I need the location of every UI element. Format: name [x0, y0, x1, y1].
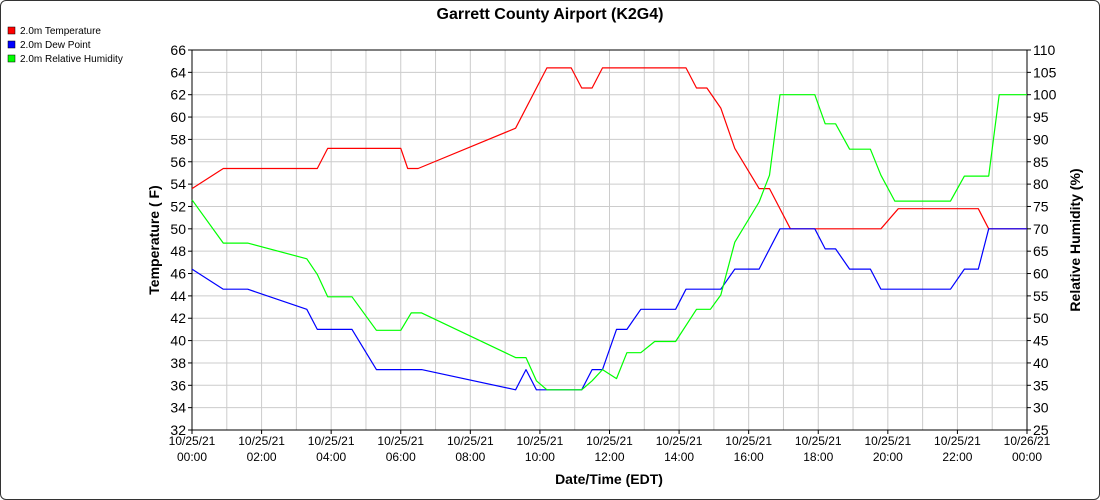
y2-tick-label: 25: [1033, 422, 1049, 438]
y2-tick-label: 50: [1033, 310, 1049, 326]
legend-label: 2.0m Dew Point: [20, 40, 91, 51]
legend: 2.0m Temperature 2.0m Dew Point 2.0m Relat…: [7, 26, 123, 65]
legend-label: 2.0m Temperature: [20, 26, 101, 37]
y-tick-label: 44: [170, 288, 186, 304]
y2-tick-label: 95: [1033, 109, 1049, 125]
y-tick-label: 48: [170, 243, 186, 259]
y2-tick-label: 40: [1033, 355, 1049, 371]
y2-tick-label: 30: [1033, 400, 1049, 416]
x-tick-label-time: 18:00: [803, 450, 833, 464]
y-tick-label: 50: [170, 221, 186, 237]
y-tick-label: 34: [170, 400, 186, 416]
x-tick-label-date: 10/26/21: [1004, 434, 1051, 448]
x-tick-label-time: 14:00: [664, 450, 694, 464]
x-tick-label-date: 10/25/21: [517, 434, 564, 448]
x-tick-label-date: 10/25/21: [656, 434, 703, 448]
y2-tick-label: 35: [1033, 377, 1049, 393]
x-tick-label-time: 06:00: [386, 450, 416, 464]
series-lines: [191, 67, 1027, 391]
y2-tick-label: 45: [1033, 333, 1049, 349]
y2-tick-label: 80: [1033, 176, 1049, 192]
x-tick-label-date: 10/25/21: [169, 434, 216, 448]
y-tick-label: 56: [170, 154, 186, 170]
y-tick-label: 54: [170, 176, 186, 192]
series-line-2-0m-dew-point: [191, 228, 1027, 391]
x-tick-label-date: 10/25/21: [308, 434, 355, 448]
y-tick-label: 58: [170, 131, 186, 147]
x-tick-label-time: 12:00: [594, 450, 624, 464]
y-tick-label: 64: [170, 64, 186, 80]
y2-tick-label: 60: [1033, 266, 1049, 282]
x-tick-label-date: 10/25/21: [725, 434, 772, 448]
x-tick-label-date: 10/25/21: [934, 434, 981, 448]
x-tick-label-time: 00:00: [1012, 450, 1042, 464]
legend-swatch: [7, 40, 16, 49]
x-tick-label-time: 22:00: [942, 450, 972, 464]
legend-swatch: [7, 54, 16, 63]
y-tick-label: 52: [170, 198, 186, 214]
x-tick-label-date: 10/25/21: [864, 434, 911, 448]
y2-tick-label: 65: [1033, 243, 1049, 259]
y-tick-label: 46: [170, 266, 186, 282]
y-axis-right-label: Relative Humidity (%): [1067, 168, 1083, 311]
y-tick-label: 62: [170, 87, 186, 103]
y-tick-label: 40: [170, 333, 186, 349]
y-tick-label: 38: [170, 355, 186, 371]
x-tick-label-date: 10/25/21: [377, 434, 424, 448]
y2-tick-label: 100: [1033, 87, 1057, 103]
y-tick-label: 66: [170, 42, 186, 58]
series-line-2-0m-temperature: [191, 67, 1027, 230]
x-axis-label: Date/Time (EDT): [555, 471, 663, 487]
x-tick-label-time: 16:00: [734, 450, 764, 464]
x-tick-label-date: 10/25/21: [447, 434, 494, 448]
x-tick-label-date: 10/25/21: [238, 434, 285, 448]
y2-tick-label: 85: [1033, 154, 1049, 170]
x-axis-ticks: 10/25/21 00:00 10/25/21 02:00 10/25/21 04:00 1…: [169, 430, 1051, 464]
x-tick-label-date: 10/25/21: [586, 434, 633, 448]
y2-tick-label: 70: [1033, 221, 1049, 237]
y-tick-label: 42: [170, 310, 186, 326]
y-tick-label: 60: [170, 109, 186, 125]
y-axis-right-ticks: 25 30 35 40 45 50 55 60 65 70 75 80 85 90 95 100 105 110: [1027, 42, 1057, 438]
y-tick-label: 36: [170, 377, 186, 393]
x-tick-label-time: 10:00: [525, 450, 555, 464]
legend-swatch: [7, 26, 16, 35]
x-tick-label-time: 00:00: [177, 450, 207, 464]
grid-lines: [191, 49, 1028, 431]
x-tick-label-time: 08:00: [455, 450, 485, 464]
x-tick-label-date: 10/25/21: [795, 434, 842, 448]
legend-label: 2.0m Relative Humidity: [20, 54, 123, 65]
chart-title: Garrett County Airport (K2G4): [437, 6, 664, 23]
y2-tick-label: 90: [1033, 131, 1049, 147]
y-axis-left-label: Temperature ( F): [146, 185, 162, 294]
series-line-2-0m-relative-humidity: [191, 94, 1027, 391]
x-tick-label-time: 20:00: [873, 450, 903, 464]
y-tick-label: 32: [170, 422, 186, 438]
x-tick-label-time: 02:00: [247, 450, 277, 464]
x-tick-label-time: 04:00: [316, 450, 346, 464]
y2-tick-label: 55: [1033, 288, 1049, 304]
y2-tick-label: 75: [1033, 198, 1049, 214]
y2-tick-label: 110: [1033, 42, 1056, 58]
y-axis-left-ticks: 32 34 36 38 40 42 44 46 48 50 52 54 56 58 60 62 64 66: [170, 42, 192, 438]
y2-tick-label: 105: [1033, 64, 1057, 80]
